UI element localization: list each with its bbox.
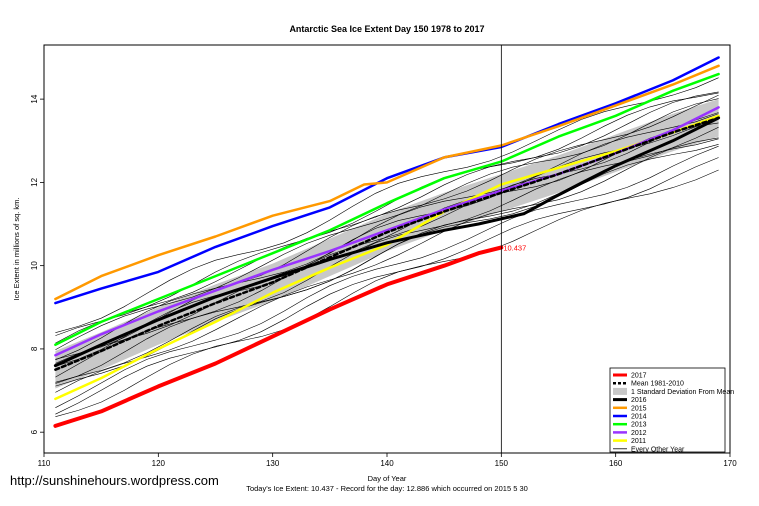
y-tick-label: 10 bbox=[30, 261, 39, 270]
series-lines bbox=[53, 56, 721, 428]
source-url: http://sunshinehours.wordpress.com bbox=[10, 473, 219, 488]
x-tick-label: 170 bbox=[723, 459, 737, 468]
legend-label: Mean 1981-2010 bbox=[631, 381, 684, 388]
series-line-2015 bbox=[54, 64, 720, 301]
every-other-year-line bbox=[55, 112, 719, 378]
series-line-mean-1981-2010 bbox=[54, 116, 720, 371]
series-line-2016 bbox=[53, 116, 721, 368]
x-axis-ticks: 110 120 130 140 150 160 170 bbox=[38, 453, 737, 468]
y-tick-label: 14 bbox=[30, 94, 39, 103]
x-tick-label: 160 bbox=[609, 459, 623, 468]
every-other-year-line bbox=[55, 126, 719, 384]
series-line-2011 bbox=[54, 114, 720, 401]
x-tick-label: 150 bbox=[495, 459, 509, 468]
every-other-year-line bbox=[55, 77, 719, 333]
every-other-year-line bbox=[55, 144, 719, 383]
x-tick-label: 120 bbox=[152, 459, 166, 468]
every-other-year-line bbox=[55, 145, 719, 408]
legend-label: 2017 bbox=[631, 373, 647, 380]
y-axis-label: Ice Extent in millions of sq. km. bbox=[12, 198, 21, 301]
legend-label: 1 Standard Deviation From Mean bbox=[631, 389, 734, 396]
x-tick-label: 140 bbox=[380, 459, 394, 468]
legend-label: 2014 bbox=[631, 414, 647, 421]
every-other-year-line bbox=[55, 122, 719, 364]
x-axis-label: Day of Year bbox=[368, 474, 407, 483]
every-other-year-line bbox=[55, 91, 719, 344]
every-other-year-line bbox=[55, 169, 719, 417]
legend-box bbox=[609, 367, 726, 453]
legend-label: 2016 bbox=[631, 397, 647, 404]
chart-title: Antarctic Sea Ice Extent Day 150 1978 to… bbox=[289, 24, 484, 34]
y-tick-label: 8 bbox=[30, 346, 39, 351]
legend-swatch bbox=[613, 387, 627, 395]
y-tick-label: 6 bbox=[30, 429, 39, 434]
every-other-year-line bbox=[55, 98, 719, 351]
legend-label: Every Other Year bbox=[631, 446, 685, 453]
every-other-year-line bbox=[55, 115, 719, 367]
legend-label: 2012 bbox=[631, 430, 647, 437]
series-line-2017 bbox=[53, 245, 504, 428]
every-other-year-line bbox=[55, 113, 719, 360]
todays-extent-note: Today's Ice Extent: 10.437 - Record for … bbox=[246, 484, 528, 493]
x-tick-label: 110 bbox=[38, 459, 51, 468]
series-line-2013 bbox=[54, 72, 720, 347]
current-value-label: 10.437 bbox=[503, 243, 526, 252]
every-other-year-line bbox=[55, 157, 719, 415]
y-tick-label: 12 bbox=[30, 177, 39, 186]
legend-label: 2011 bbox=[631, 438, 646, 445]
y-axis-ticks: 6 8 10 12 14 bbox=[30, 94, 44, 434]
every-other-year-line bbox=[55, 92, 719, 336]
legend-label: 2015 bbox=[631, 405, 647, 412]
every-other-year-line bbox=[55, 94, 719, 361]
x-tick-label: 130 bbox=[266, 459, 280, 468]
legend-label: 2013 bbox=[631, 422, 647, 429]
every-other-year-line bbox=[55, 137, 719, 393]
series-line-2014 bbox=[54, 56, 720, 305]
